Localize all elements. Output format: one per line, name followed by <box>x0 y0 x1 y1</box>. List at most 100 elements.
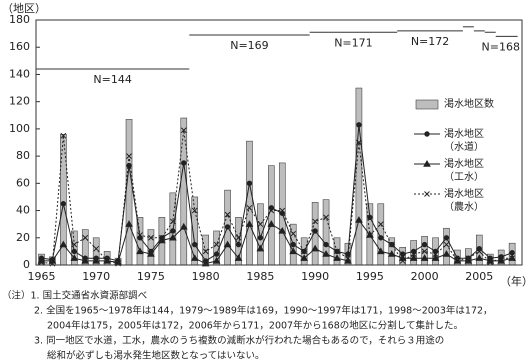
bar <box>147 229 155 266</box>
point <box>388 241 395 248</box>
point <box>409 254 418 261</box>
point <box>323 214 329 221</box>
note: 2004年は175，2005年は172，2006年から171，2007年から16… <box>47 320 463 332</box>
point <box>367 214 373 221</box>
point <box>497 256 506 264</box>
y-tick-label: 40 <box>16 204 30 217</box>
point <box>267 220 276 227</box>
y-tick-label: 160 <box>9 40 30 53</box>
point <box>170 228 176 234</box>
point <box>126 153 132 159</box>
y-tick-label: 20 <box>16 231 30 244</box>
point <box>125 220 133 227</box>
legend-label: 渇水地区（水道） <box>444 127 484 153</box>
note: （注）1. 国土交通省水資源部調べ <box>2 290 147 302</box>
plot-frame <box>35 19 523 266</box>
point <box>443 235 450 241</box>
point <box>290 241 296 248</box>
n-label: N=144 <box>93 73 131 86</box>
legend-label-line: （農水） <box>444 200 484 213</box>
point <box>148 234 154 241</box>
bar <box>257 203 264 266</box>
y-tick-label: 0 <box>23 258 30 271</box>
point <box>311 244 319 252</box>
x-tick-label: 1985 <box>246 270 274 283</box>
point <box>234 254 243 261</box>
point <box>356 139 362 146</box>
point <box>192 241 198 248</box>
point <box>246 204 253 211</box>
y-tick-label: 80 <box>16 149 30 162</box>
point <box>81 256 90 264</box>
point <box>159 234 165 241</box>
point <box>366 232 373 238</box>
point <box>224 211 231 218</box>
point <box>420 254 429 261</box>
n-label: N=172 <box>411 35 449 48</box>
x-tick-label: 1990 <box>301 270 329 283</box>
x-tick-label: 1970 <box>82 270 110 283</box>
point <box>70 254 79 261</box>
point <box>399 258 406 264</box>
point <box>245 220 254 227</box>
point <box>464 256 473 264</box>
point <box>476 248 483 255</box>
y-tick-label: 100 <box>9 122 30 135</box>
point <box>334 248 340 255</box>
point <box>223 240 232 248</box>
x-tick-label: 2005 <box>465 270 493 283</box>
point <box>104 258 111 264</box>
legend-label-line: 渇水地区 <box>444 127 484 140</box>
y-tick-label: 180 <box>9 13 30 26</box>
point <box>312 228 318 234</box>
legend-label-line: （水道） <box>444 140 484 153</box>
point <box>246 180 253 187</box>
point <box>454 258 461 264</box>
point <box>377 221 384 228</box>
point <box>443 241 450 248</box>
legend-label: 渇水地区（工水） <box>444 157 484 183</box>
point <box>224 224 231 230</box>
note: 2. 全国を1965～1978年は144，1979～1989年は169，1990… <box>34 305 493 317</box>
point <box>257 235 264 241</box>
legend-label: 渇水地区数 <box>444 97 494 110</box>
point <box>387 250 396 257</box>
legend-label: 渇水地区（農水） <box>444 187 484 213</box>
point <box>38 259 45 266</box>
note: 3. 同一地区で水道，工水，農水のうち複数の減断水が行われた場合もあるので，それ… <box>34 335 444 347</box>
point <box>279 207 286 214</box>
y-tick-label: 120 <box>9 95 30 108</box>
point <box>355 216 363 223</box>
x-tick-label: 1975 <box>137 270 165 283</box>
point <box>323 241 329 248</box>
legend-marker <box>424 131 430 137</box>
point <box>333 254 341 261</box>
bar <box>246 140 253 266</box>
point <box>465 255 472 262</box>
point <box>356 122 362 128</box>
point <box>181 160 187 166</box>
point <box>92 256 101 264</box>
point <box>421 241 428 248</box>
point <box>235 241 242 248</box>
point <box>93 245 100 252</box>
point <box>212 256 221 264</box>
x-tick-label: 1995 <box>356 270 384 283</box>
legend-label-line: 渇水地区 <box>444 157 484 170</box>
point <box>344 256 352 264</box>
legend-label-line: 渇水地区数 <box>444 97 494 110</box>
point <box>312 218 318 225</box>
point <box>432 251 439 257</box>
point <box>431 254 440 261</box>
n-label: N=169 <box>230 39 268 52</box>
point <box>278 226 287 234</box>
point <box>289 247 298 255</box>
point <box>60 132 67 139</box>
point <box>191 207 198 214</box>
point <box>147 250 155 257</box>
point <box>168 233 177 241</box>
point <box>345 255 351 262</box>
point <box>158 236 166 244</box>
